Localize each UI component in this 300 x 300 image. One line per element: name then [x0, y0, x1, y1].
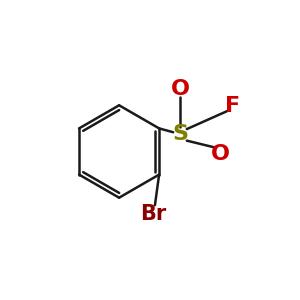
- Text: O: O: [171, 79, 190, 99]
- Text: F: F: [225, 97, 240, 116]
- Text: O: O: [211, 144, 230, 164]
- Text: Br: Br: [141, 204, 167, 224]
- Text: S: S: [172, 124, 188, 144]
